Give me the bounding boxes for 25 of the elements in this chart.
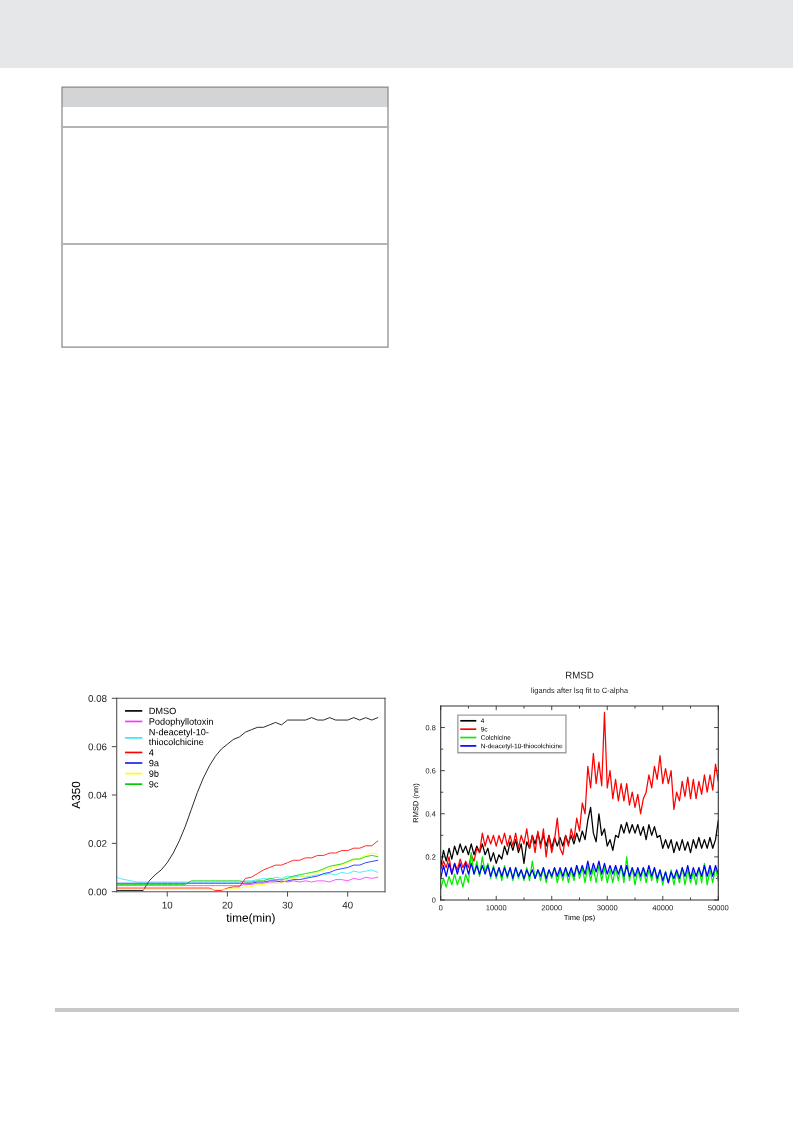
legend-label: N-deacetyl-10- thiocolchicine bbox=[148, 728, 209, 746]
x-tick-label: 20 bbox=[222, 901, 233, 909]
x-tick-label: 10 bbox=[162, 901, 173, 909]
legend-label: Podophyllotoxin bbox=[149, 718, 213, 727]
chart-title: RMSD bbox=[565, 671, 594, 679]
legend-label: DMSO bbox=[149, 707, 176, 715]
legend-label: 9b bbox=[149, 770, 159, 777]
y-tick-label: 0.06 bbox=[88, 743, 107, 751]
line-series bbox=[116, 869, 379, 883]
y-tick-label: 0.02 bbox=[88, 840, 107, 847]
legend-label: 4 bbox=[148, 749, 154, 756]
y-axis-title: A350 bbox=[71, 781, 81, 809]
y-tick-label: 0.04 bbox=[88, 791, 107, 799]
line-series bbox=[440, 860, 719, 884]
x-tick-label: 30 bbox=[282, 901, 293, 909]
line-series bbox=[116, 840, 379, 891]
legend-label: 9c bbox=[149, 780, 159, 788]
line-series bbox=[440, 851, 719, 890]
x-tick-label: 40 bbox=[342, 901, 353, 909]
line-series bbox=[116, 876, 379, 887]
line-series bbox=[116, 717, 379, 891]
y-tick-label: 0.00 bbox=[88, 888, 107, 896]
y-tick-label: 0.08 bbox=[88, 695, 107, 702]
legend-label: 9a bbox=[149, 759, 159, 767]
x-axis-title: time(min) bbox=[226, 913, 275, 925]
